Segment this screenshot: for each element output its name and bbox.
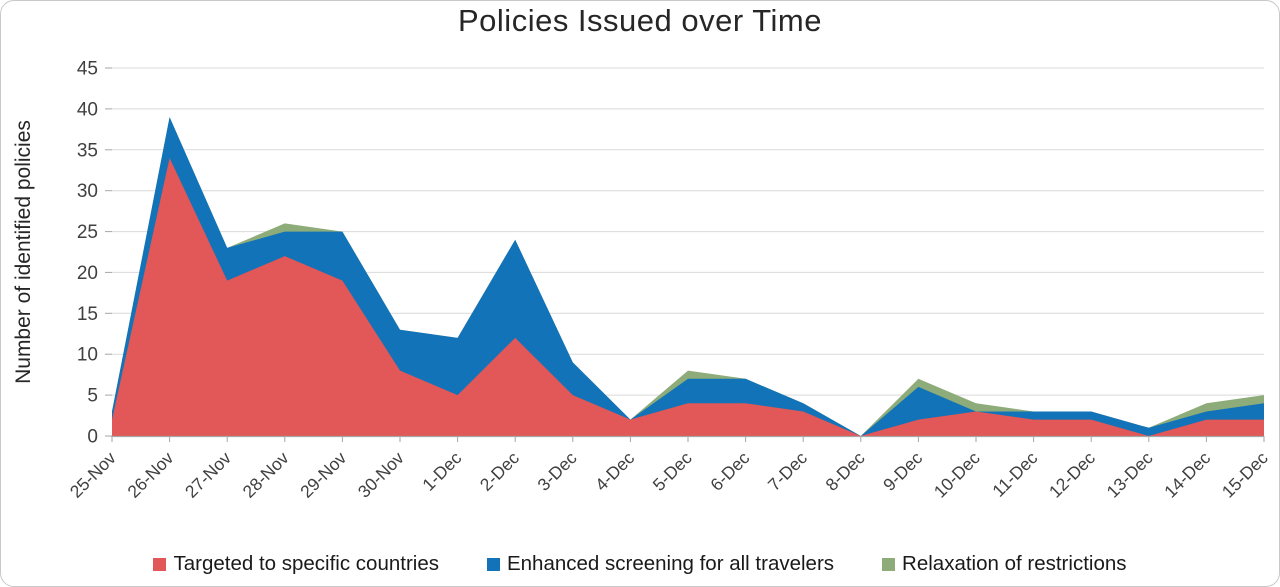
x-tick-label: 8-Dec <box>821 448 868 495</box>
area-enhanced-screening-for-all-travelers <box>112 117 1264 436</box>
legend: Targeted to specific countries Enhanced … <box>1 547 1279 581</box>
y-tick-label: 5 <box>87 386 98 407</box>
policies-area-chart: Number of identified policies 0 5 10 15 20 25… <box>12 59 1272 502</box>
legend-label-targeted: Targeted to specific countries <box>173 552 439 575</box>
x-tick-label: 27-Nov <box>181 448 235 502</box>
y-tick-label: 20 <box>77 263 98 284</box>
legend-label-relaxation: Relaxation of restrictions <box>902 552 1127 575</box>
y-tick-label: 15 <box>77 304 98 325</box>
y-tick-label: 35 <box>77 140 98 161</box>
x-tick-label: 30-Nov <box>354 448 408 502</box>
y-axis-title: Number of identified policies <box>12 120 35 384</box>
x-tick-label: 6-Dec <box>706 448 753 495</box>
legend-item-enhanced-screening: Enhanced screening for all travelers <box>486 552 835 576</box>
legend-swatch-targeted <box>153 557 167 571</box>
x-tick-label: 9-Dec <box>879 448 926 495</box>
axes <box>105 67 1265 442</box>
x-tick-label: 4-Dec <box>591 448 638 495</box>
area-targeted-to-specific-countries <box>112 158 1264 436</box>
x-tick-label: 25-Nov <box>66 448 120 502</box>
x-tick-label: 12-Dec <box>1045 448 1099 502</box>
y-tick-label: 25 <box>77 222 98 243</box>
y-tick-label: 40 <box>77 99 98 120</box>
x-tick-label: 14-Dec <box>1160 448 1214 502</box>
x-tick-label: 11-Dec <box>988 448 1041 501</box>
y-tick-label: 0 <box>87 427 98 448</box>
x-tick-label: 28-Nov <box>239 448 293 502</box>
x-tick-label: 7-Dec <box>764 448 811 495</box>
x-tick-label: 13-Dec <box>1103 448 1157 502</box>
legend-label-enhanced-screening: Enhanced screening for all travelers <box>506 552 835 575</box>
series-areas <box>112 117 1264 436</box>
x-tick-label: 3-Dec <box>533 448 580 495</box>
y-tick-label: 10 <box>77 345 98 366</box>
legend-item-relaxation: Relaxation of restrictions <box>882 552 1127 576</box>
chart-title: Policies Issued over Time <box>458 3 822 38</box>
x-tick-label: 26-Nov <box>123 448 177 502</box>
x-tick-label: 1-Dec <box>418 448 465 495</box>
x-tick-label: 15-Dec <box>1218 448 1272 502</box>
legend-swatch-relaxation <box>882 557 896 571</box>
legend-item-targeted: Targeted to specific countries <box>153 552 439 576</box>
x-tick-label: 10-Dec <box>930 448 984 502</box>
legend-swatch-enhanced-screening <box>486 557 500 571</box>
x-tick-label: 29-Nov <box>296 448 350 502</box>
x-tick-label: 2-Dec <box>476 448 523 495</box>
y-tick-label: 30 <box>77 181 98 202</box>
x-tick-label: 5-Dec <box>649 448 696 495</box>
y-tick-label: 45 <box>77 59 98 80</box>
